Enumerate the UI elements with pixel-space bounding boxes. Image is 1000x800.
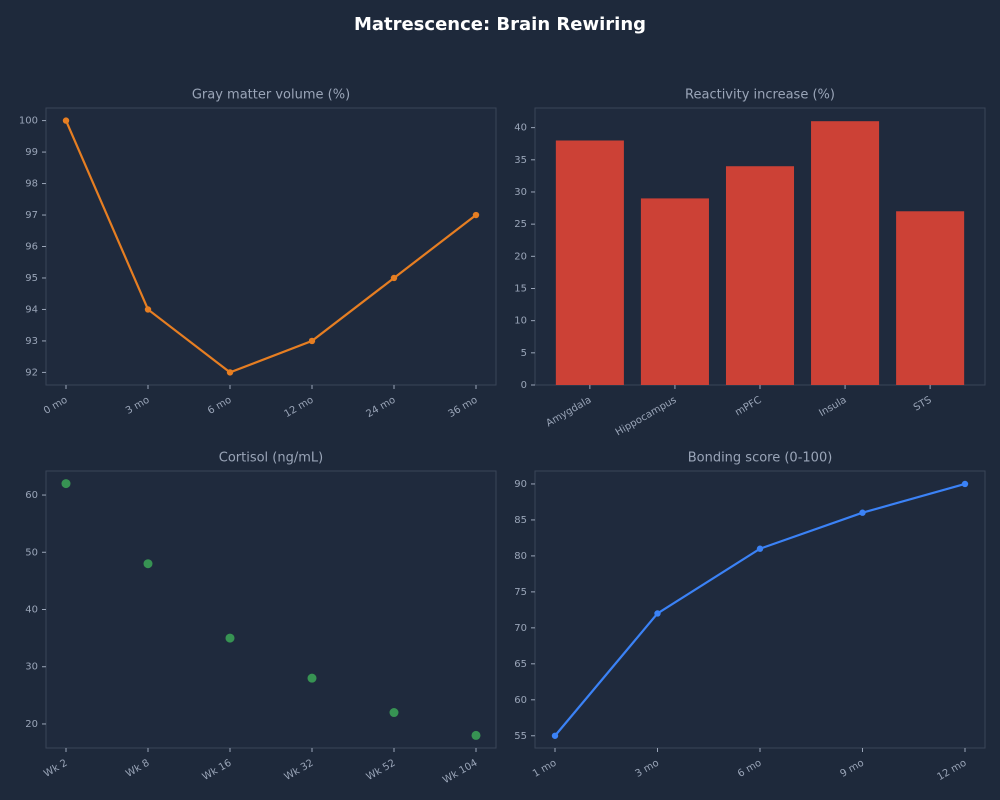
- y-tick-label: 97: [25, 210, 38, 221]
- marker: [756, 545, 764, 552]
- bar: [811, 121, 880, 385]
- marker: [144, 306, 152, 313]
- y-tick-label: 100: [19, 116, 38, 127]
- point: [143, 559, 153, 569]
- y-tick-label: 99: [25, 147, 38, 158]
- y-tick-label: 85: [514, 515, 527, 526]
- figure-title: Matrescence: Brain Rewiring: [354, 14, 646, 35]
- marker: [472, 211, 480, 219]
- y-tick-label: 93: [25, 336, 38, 347]
- y-tick-label: 20: [25, 719, 38, 730]
- point: [471, 730, 481, 740]
- subplot: Gray matter volume (%) 92 93 94 95 96 97 98 99 10…: [19, 88, 497, 420]
- marker: [551, 732, 559, 739]
- y-tick-label: 95: [25, 273, 38, 284]
- y-tick-label: 65: [514, 659, 527, 670]
- marker: [654, 610, 661, 617]
- y-tick-label: 30: [514, 187, 527, 198]
- y-tick-label: 35: [514, 155, 527, 166]
- marker: [859, 509, 866, 516]
- y-tick-label: 40: [25, 605, 38, 616]
- point: [61, 479, 71, 489]
- marker: [226, 369, 234, 376]
- y-tick-label: 40: [514, 123, 527, 134]
- y-tick-label: 50: [25, 547, 38, 558]
- y-tick-label: 90: [514, 479, 527, 490]
- y-tick-label: 60: [25, 490, 38, 501]
- subplot-title: Cortisol (ng/mL): [219, 451, 323, 466]
- y-tick-label: 75: [514, 587, 527, 598]
- y-tick-label: 20: [514, 251, 527, 262]
- bar: [555, 140, 624, 385]
- y-tick-label: 5: [521, 348, 527, 359]
- marker: [62, 117, 70, 124]
- y-tick-label: 94: [25, 304, 38, 315]
- y-tick-label: 92: [25, 367, 38, 378]
- y-tick-label: 55: [514, 731, 527, 742]
- marker: [308, 337, 316, 345]
- point: [389, 708, 399, 718]
- point: [225, 633, 235, 643]
- bar: [640, 198, 709, 385]
- y-tick-label: 80: [514, 551, 527, 562]
- y-tick-label: 98: [25, 179, 38, 190]
- line: [64, 120, 477, 374]
- bar: [896, 211, 965, 385]
- plot-area: [45, 107, 497, 386]
- y-tick-label: 10: [514, 316, 527, 327]
- marker: [390, 274, 398, 282]
- y-tick-label: 30: [25, 662, 38, 673]
- y-tick-label: 96: [25, 242, 38, 253]
- marker: [961, 480, 969, 488]
- subplot-title: Gray matter volume (%): [192, 88, 350, 103]
- plot-area: [45, 470, 497, 749]
- point: [307, 673, 317, 683]
- y-tick-label: 25: [514, 219, 527, 230]
- y-tick-label: 70: [514, 623, 527, 634]
- bar: [725, 166, 795, 385]
- y-tick-label: 60: [514, 695, 527, 706]
- subplot-title: Bonding score (0-100): [688, 451, 833, 466]
- y-tick-label: 15: [514, 283, 527, 294]
- plot-area: [534, 470, 986, 749]
- subplot-title: Reactivity increase (%): [685, 88, 835, 103]
- y-tick-label: 0: [521, 380, 527, 391]
